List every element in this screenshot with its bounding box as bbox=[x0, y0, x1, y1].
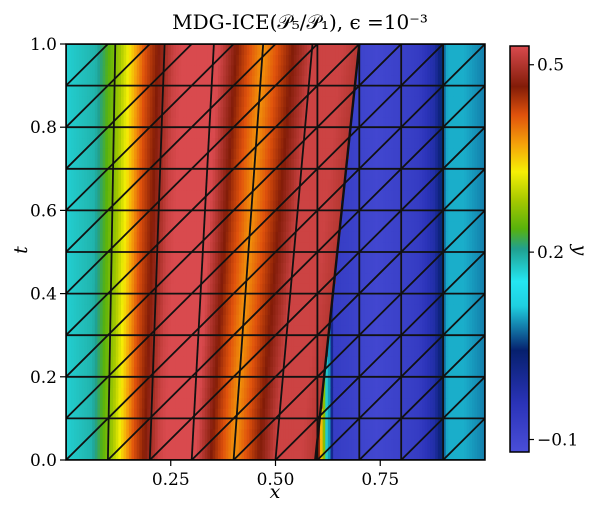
x-axis-label: x bbox=[270, 481, 281, 503]
x-tick-label: 0.75 bbox=[361, 470, 399, 490]
y-tick-label: 0.2 bbox=[30, 368, 57, 388]
y-tick-label: 1.0 bbox=[30, 35, 57, 55]
y-tick-label: 0.6 bbox=[30, 201, 57, 221]
y-tick-label: 0.0 bbox=[30, 451, 57, 471]
colorbar-tick-label: 0.2 bbox=[537, 243, 564, 263]
colorbar-tick-label: −0.1 bbox=[537, 431, 578, 451]
y-axis: 0.0 0.2 0.4 0.6 0.8 1.0 bbox=[30, 35, 66, 471]
chart-title: MDG-ICE(𝒫₅/𝒫₁), ϵ =10⁻³ bbox=[172, 10, 428, 34]
y-tick-label: 0.8 bbox=[30, 118, 57, 138]
colorbar: −0.1 0.2 0.5 bbox=[510, 46, 578, 452]
colorbar-gradient bbox=[510, 46, 529, 452]
y-axis-label: t bbox=[10, 246, 32, 254]
colorbar-label: y bbox=[569, 244, 591, 256]
colorbar-tick-label: 0.5 bbox=[537, 56, 564, 76]
y-tick-label: 0.4 bbox=[30, 285, 57, 305]
x-tick-label: 0.25 bbox=[152, 470, 190, 490]
